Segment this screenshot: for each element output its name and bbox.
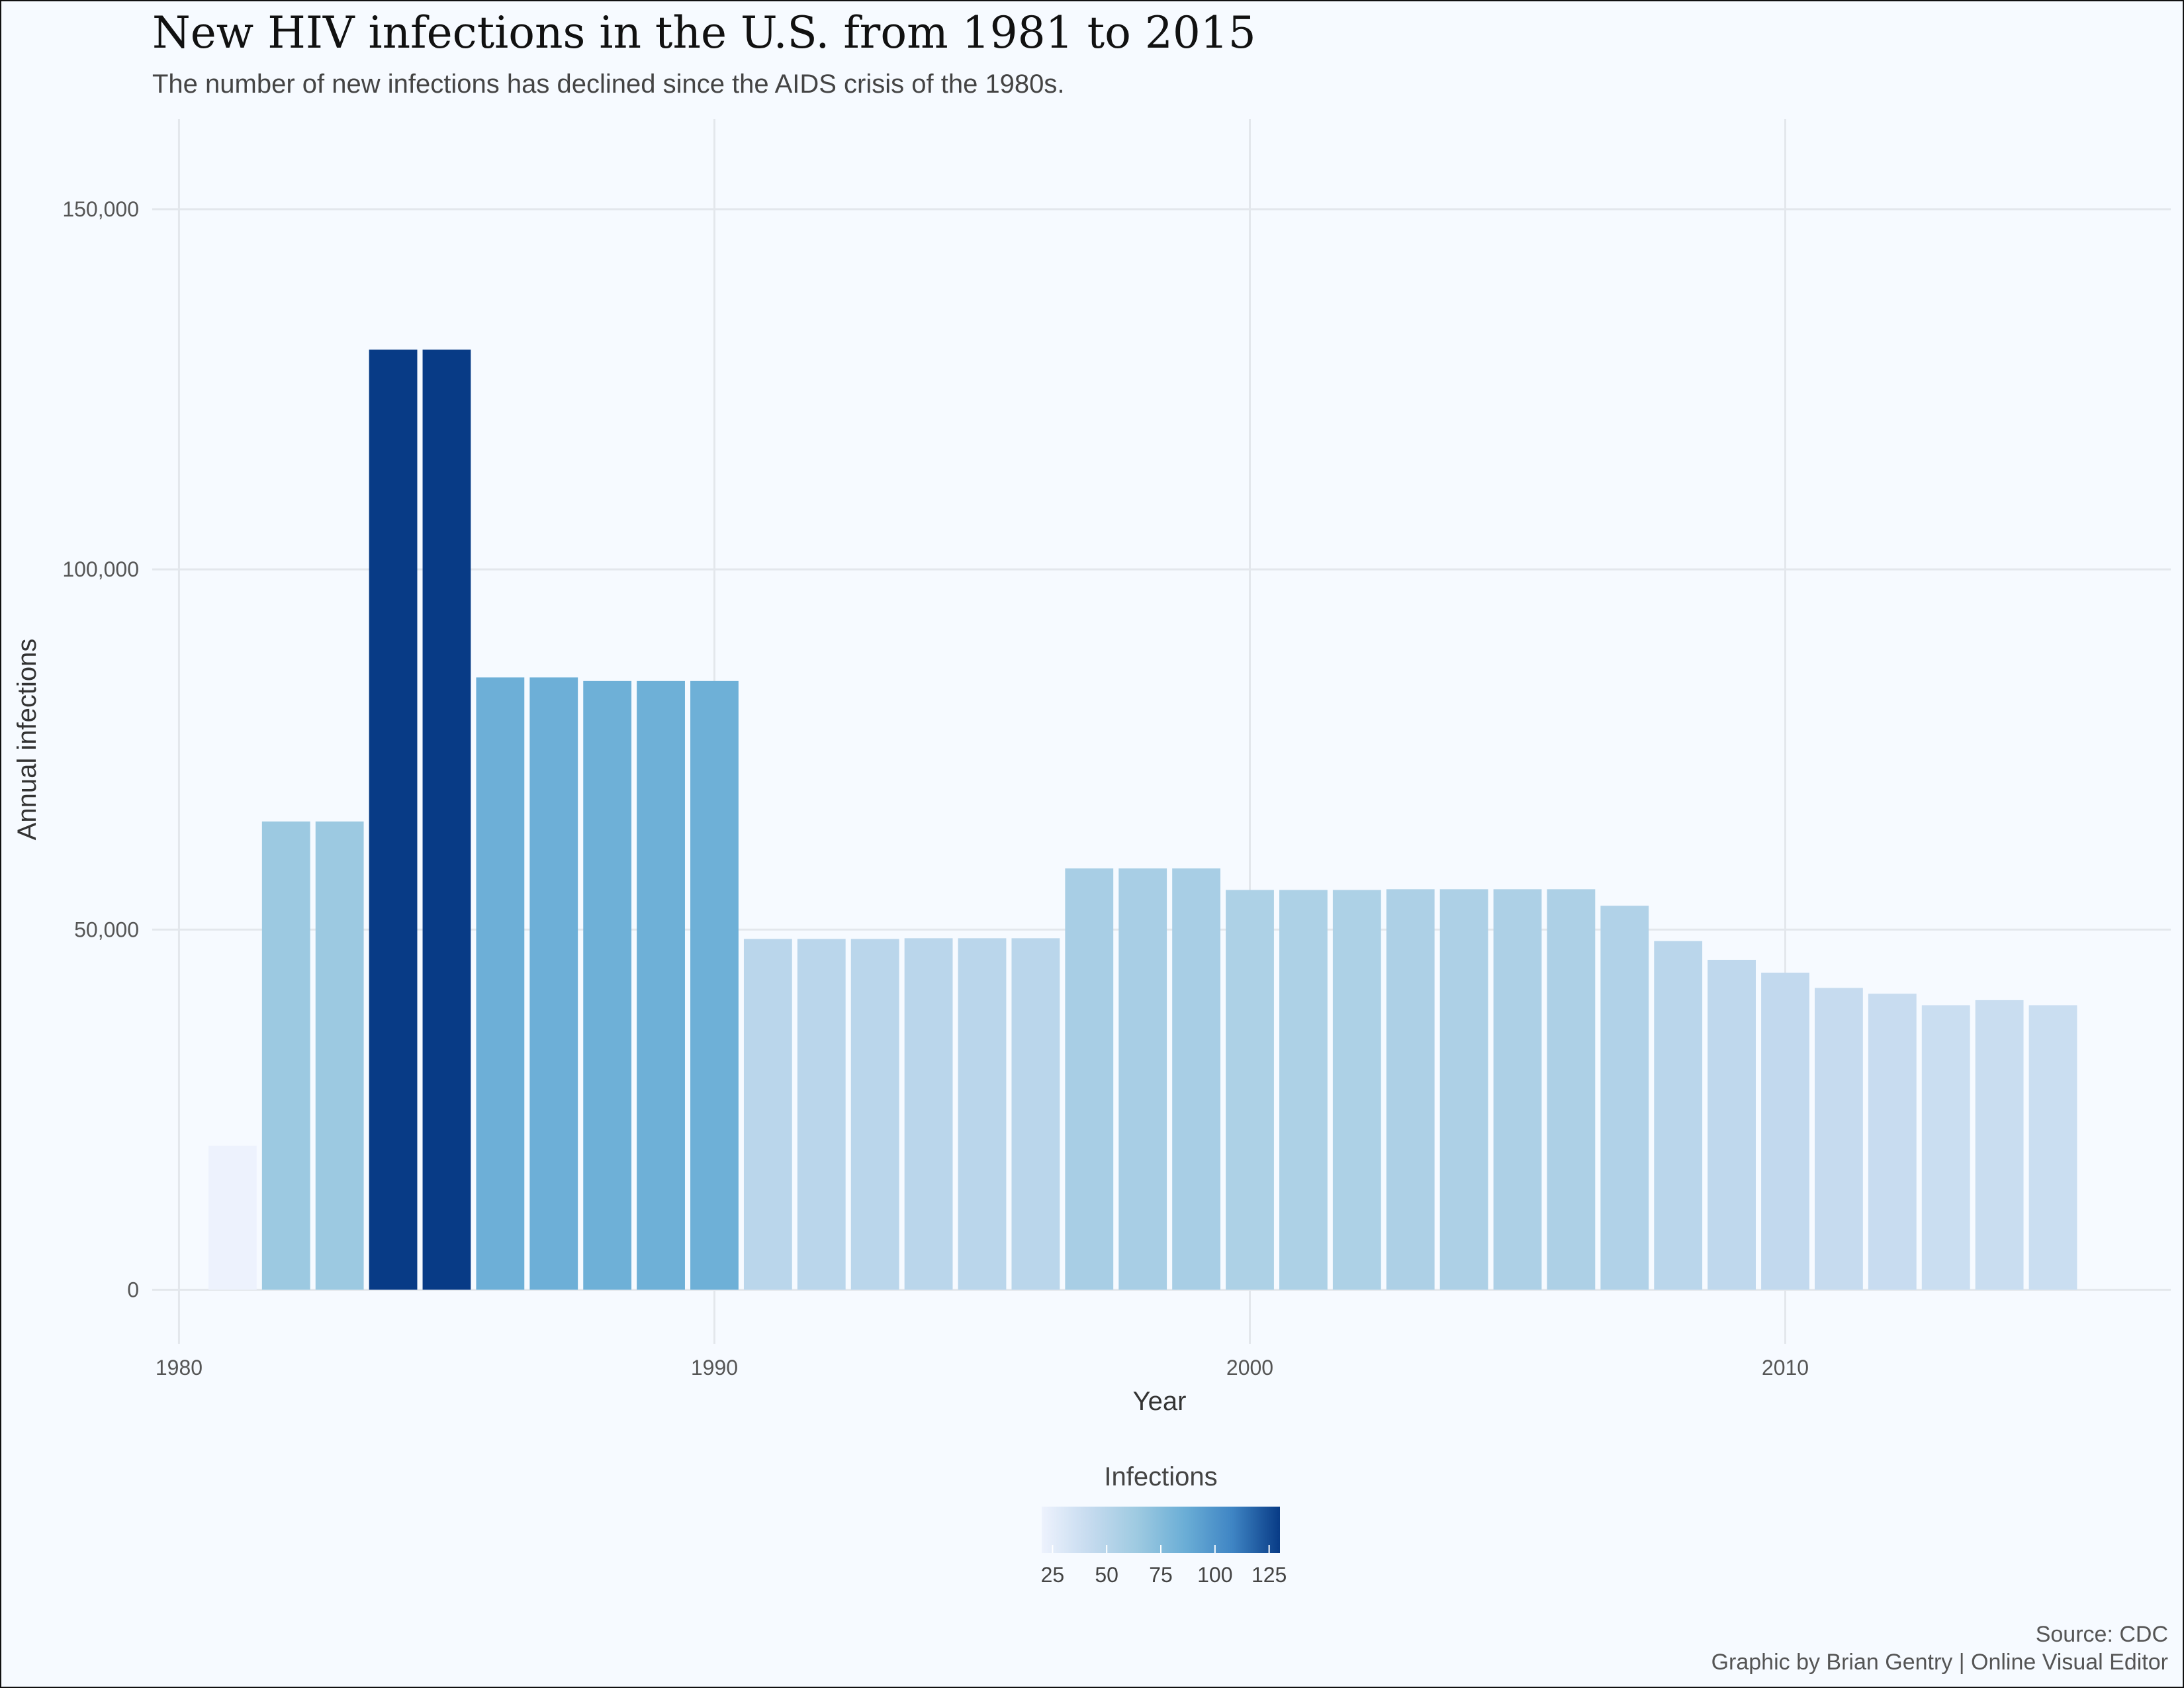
bar [850,939,899,1290]
bar [1386,889,1435,1290]
bar [637,680,685,1290]
y-tick-label: 0 [127,1278,139,1301]
legend-title: Infections [1104,1462,1217,1491]
legend-tick-label: 50 [1095,1563,1118,1587]
bar [1118,868,1167,1290]
bar [1975,1000,2024,1290]
bar [1547,889,1596,1290]
bar [904,938,953,1290]
y-axis-ticks: 0 50,000 100,000 150,000 [62,197,139,1301]
bar [797,939,846,1290]
x-tick-label: 1980 [156,1356,203,1380]
bar [1868,994,1917,1290]
legend-tick-label: 125 [1251,1563,1287,1587]
bar [1439,889,1488,1290]
x-axis-title: Year [1133,1387,1187,1416]
y-tick-label: 100,000 [62,557,139,581]
x-tick-label: 2000 [1226,1356,1273,1380]
caption-credit: Graphic by Brian Gentry | Online Visual … [1711,1650,2168,1675]
bar [1011,938,1060,1290]
bar [476,677,525,1290]
bar [1600,906,1649,1290]
chart-subtitle: The number of new infections has decline… [152,70,1065,99]
y-tick-label: 50,000 [74,917,139,941]
bar [1172,868,1220,1290]
y-axis-title: Annual infections [13,639,42,841]
bar [958,938,1007,1290]
bar [422,350,471,1290]
bar [2028,1005,2077,1290]
color-legend: Infections 25 50 75 100 125 [1041,1462,1287,1587]
bar [743,939,792,1290]
bar [690,680,739,1290]
bar [1065,868,1114,1290]
bar [529,677,578,1290]
bars [208,350,2077,1290]
x-tick-label: 1990 [691,1356,738,1380]
bar [1279,890,1328,1290]
bar [1815,988,1863,1290]
y-tick-label: 150,000 [62,197,139,221]
bar [369,350,418,1290]
chart-title: New HIV infections in the U.S. from 1981… [152,7,1256,58]
bar [1226,890,1274,1290]
x-tick-label: 2010 [1762,1356,1809,1380]
bar [583,680,632,1290]
bar [1921,1005,1970,1290]
bar [1761,972,1809,1290]
legend-tick-label: 75 [1149,1563,1173,1587]
bar [315,821,364,1290]
bar [1654,941,1703,1290]
bar [1707,959,1756,1290]
x-axis-ticks: 1980 1990 2000 2010 [156,1356,1809,1380]
caption-source: Source: CDC [2036,1622,2168,1647]
bar [261,821,310,1290]
legend-tick-label: 25 [1041,1563,1065,1587]
bar [208,1145,257,1290]
bar [1493,889,1542,1290]
bar [1332,890,1381,1290]
legend-tick-label: 100 [1197,1563,1232,1587]
